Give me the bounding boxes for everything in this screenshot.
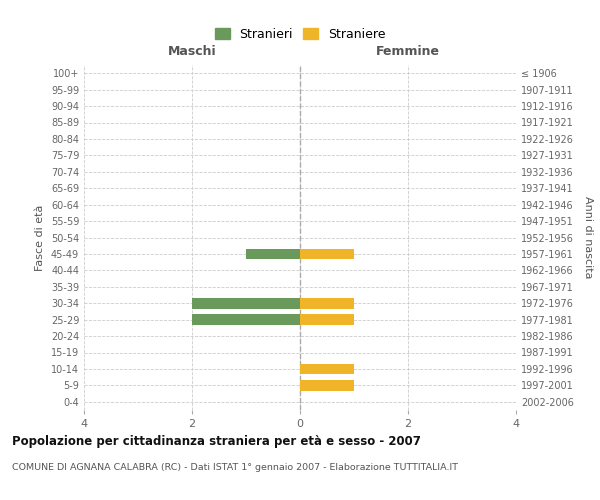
Bar bbox=[300, 248, 354, 260]
Legend: Stranieri, Straniere: Stranieri, Straniere bbox=[209, 23, 391, 46]
Text: Popolazione per cittadinanza straniera per età e sesso - 2007: Popolazione per cittadinanza straniera p… bbox=[12, 435, 421, 448]
Text: Maschi: Maschi bbox=[167, 45, 217, 58]
Bar bbox=[300, 314, 354, 325]
Y-axis label: Fasce di età: Fasce di età bbox=[35, 204, 45, 270]
Bar bbox=[300, 298, 354, 308]
Bar bbox=[192, 314, 300, 325]
Text: Femmine: Femmine bbox=[376, 45, 440, 58]
Bar bbox=[300, 380, 354, 390]
Bar bbox=[300, 364, 354, 374]
Bar bbox=[192, 298, 300, 308]
Text: COMUNE DI AGNANA CALABRA (RC) - Dati ISTAT 1° gennaio 2007 - Elaborazione TUTTIT: COMUNE DI AGNANA CALABRA (RC) - Dati IST… bbox=[12, 462, 458, 471]
Bar bbox=[246, 248, 300, 260]
Y-axis label: Anni di nascita: Anni di nascita bbox=[583, 196, 593, 279]
